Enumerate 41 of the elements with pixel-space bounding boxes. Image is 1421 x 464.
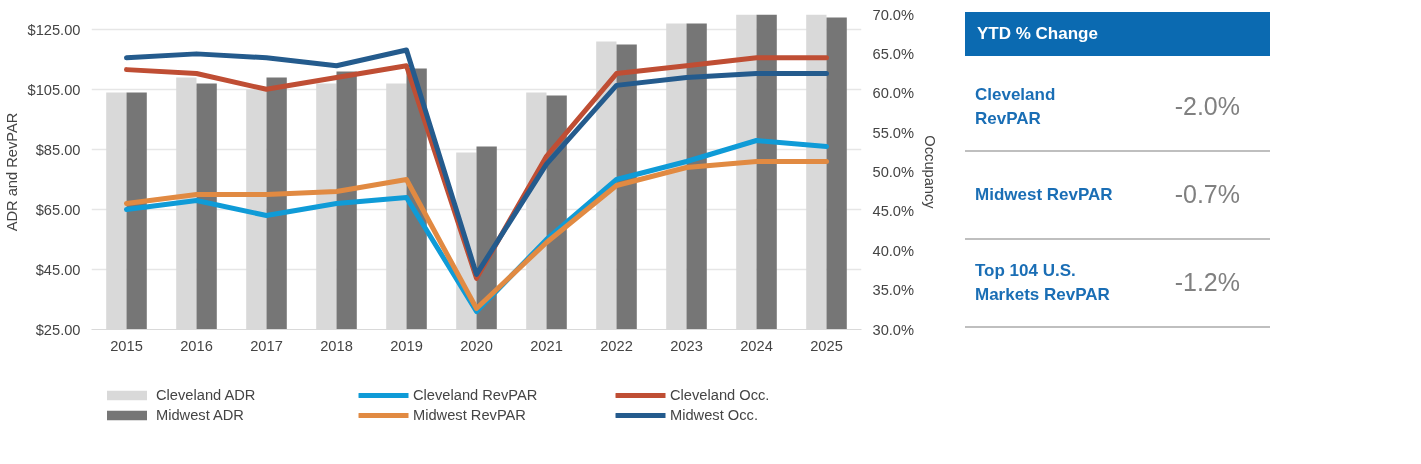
legend-label: Midwest ADR: [156, 406, 245, 424]
text: -1.2%: [1174, 267, 1241, 299]
x-tick-label: 2017: [250, 337, 283, 354]
y2-tick-label: 40.0%: [872, 242, 915, 259]
y2-tick-label: 45.0%: [872, 203, 915, 220]
text: -0.7%: [1174, 179, 1241, 211]
x-tick-label: 2023: [670, 337, 703, 354]
text: -2.0%: [1174, 91, 1241, 123]
legend-label: Cleveland ADR: [156, 386, 257, 404]
y2-tick-label: 55.0%: [872, 124, 915, 141]
text: Top 104 U.S. Markets RevPAR: [975, 259, 1111, 307]
legend-label: Midwest Occ.: [670, 406, 759, 424]
y-tick-label: $105.00: [27, 81, 81, 98]
x-tick-label: 2024: [740, 337, 773, 354]
y-axis-title: ADR and RevPAR: [3, 112, 20, 232]
y2-tick-label: 50.0%: [872, 164, 915, 180]
y2-tick-label: 30.0%: [872, 321, 915, 338]
y-tick-label: $125.00: [27, 21, 81, 38]
y2-tick-label: 35.0%: [872, 282, 915, 299]
legend-label: Cleveland Occ.: [670, 386, 771, 404]
x-tick-label: 2015: [110, 337, 143, 354]
y-tick-label: $25.00: [35, 321, 81, 338]
y2-axis-title: Occupancy: [922, 135, 939, 210]
text: Midwest RevPAR: [975, 183, 1114, 206]
text: YTD % Change: [965, 12, 1270, 57]
text: Cleveland RevPAR: [975, 83, 1057, 131]
legend-label: Midwest RevPAR: [413, 406, 527, 424]
y-tick-label: $85.00: [35, 141, 81, 158]
x-tick-label: 2022: [600, 337, 633, 354]
x-tick-label: 2025: [810, 337, 843, 354]
x-tick-label: 2018: [320, 337, 353, 354]
x-tick-label: 2016: [180, 337, 213, 354]
x-tick-label: 2019: [390, 337, 423, 354]
x-tick-label: 2020: [460, 337, 493, 354]
y2-tick-label: 60.0%: [872, 85, 915, 102]
y-tick-label: $65.00: [35, 201, 81, 218]
y-tick-label: $45.00: [35, 261, 81, 278]
x-tick-label: 2021: [530, 337, 563, 354]
y2-tick-label: 65.0%: [872, 45, 915, 62]
legend-label: Cleveland RevPAR: [413, 386, 539, 404]
y2-tick-label: 70.0%: [872, 6, 915, 23]
